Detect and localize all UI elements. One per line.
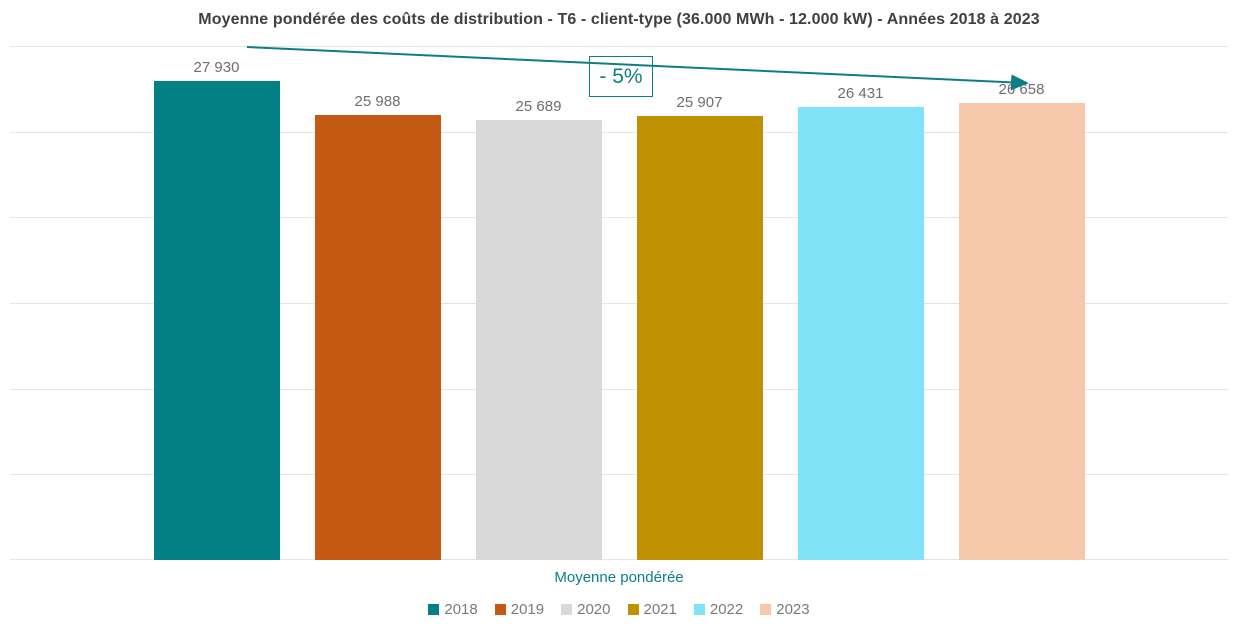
bar-2022[interactable] (797, 107, 924, 560)
legend-swatch-icon (494, 604, 506, 615)
annotation-decline-box: - 5% (589, 56, 653, 97)
bars-group: 27 930 25 988 25 689 25 907 26 431 26 658 (10, 46, 1228, 560)
bar-column-2022: 26 431 (797, 46, 924, 560)
bar-2023[interactable] (958, 103, 1085, 560)
gridline (10, 217, 1228, 218)
legend-label: 2023 (776, 601, 810, 618)
legend-item-2023[interactable]: 2023 (760, 601, 810, 618)
legend: 2018 2019 2020 2021 2022 2023 (0, 601, 1238, 618)
gridline (10, 559, 1228, 560)
legend-label: 2022 (709, 601, 744, 618)
gridline (10, 389, 1228, 390)
bar-value-label: 25 689 (515, 98, 562, 115)
bar-column-2021: 25 907 (636, 46, 763, 560)
legend-label: 2018 (444, 601, 478, 618)
legend-swatch-icon (561, 604, 573, 615)
bar-column-2023: 26 658 (958, 46, 1085, 560)
legend-item-2019[interactable]: 2019 (494, 601, 545, 618)
bar-column-2018: 27 930 (153, 46, 280, 560)
bar-value-label: 25 907 (676, 94, 723, 111)
annotation-decline-label: - 5% (599, 64, 643, 88)
bar-column-2019: 25 988 (314, 46, 441, 560)
legend-item-2022[interactable]: 2022 (693, 601, 744, 618)
legend-item-2021[interactable]: 2021 (627, 601, 677, 618)
legend-label: 2020 (577, 601, 611, 618)
legend-item-2020[interactable]: 2020 (561, 601, 611, 618)
bar-2020[interactable] (475, 120, 602, 560)
bar-value-label: 27 930 (193, 59, 240, 76)
legend-swatch-icon (627, 604, 639, 615)
bar-value-label: 25 988 (354, 93, 401, 110)
plot-area: 27 930 25 988 25 689 25 907 26 431 26 658 - 5… (10, 46, 1228, 560)
bar-2021[interactable] (636, 116, 763, 560)
legend-item-2018[interactable]: 2018 (428, 601, 478, 618)
gridline (10, 474, 1228, 475)
legend-swatch-icon (693, 604, 705, 615)
legend-swatch-icon (428, 604, 440, 615)
bar-2018[interactable] (153, 81, 280, 560)
legend-swatch-icon (760, 604, 772, 615)
bar-value-label: 26 658 (998, 81, 1045, 98)
bar-column-2020: 25 689 (475, 46, 602, 560)
gridline (10, 132, 1228, 133)
bar-value-label: 26 431 (837, 85, 884, 102)
chart-title: Moyenne pondérée des coûts de distributi… (198, 11, 1040, 28)
legend-label: 2021 (643, 601, 677, 618)
x-axis-label: Moyenne pondérée (554, 569, 684, 586)
bar-2019[interactable] (314, 115, 441, 560)
legend-label: 2019 (510, 601, 545, 618)
gridline (10, 303, 1228, 304)
